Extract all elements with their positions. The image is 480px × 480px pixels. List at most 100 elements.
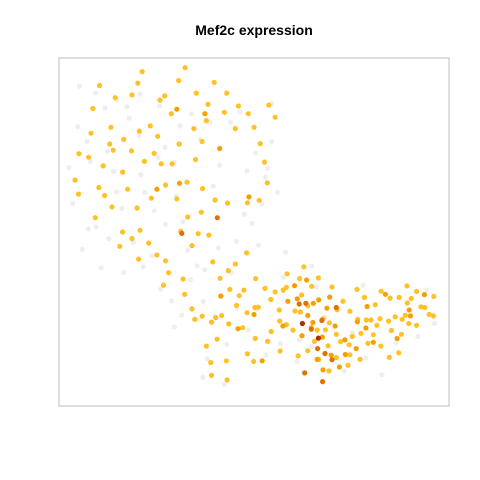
data-point (166, 270, 172, 276)
data-point (117, 243, 123, 249)
data-point (193, 90, 199, 96)
data-point (154, 186, 160, 192)
data-point (264, 180, 270, 186)
data-point (76, 151, 82, 157)
data-point (224, 377, 230, 383)
data-point (75, 124, 81, 130)
data-point (200, 374, 206, 381)
data-point (191, 126, 197, 132)
data-point (257, 141, 263, 147)
data-point (169, 298, 175, 304)
data-point (378, 288, 384, 294)
data-point (363, 355, 369, 361)
data-point (327, 294, 333, 300)
data-point (341, 368, 347, 374)
data-point (297, 276, 303, 282)
series-high (179, 215, 339, 385)
data-point (256, 197, 262, 203)
data-point (396, 350, 402, 356)
data-point (97, 82, 103, 89)
data-point (280, 287, 286, 293)
data-point (251, 358, 257, 365)
data-point (217, 162, 223, 168)
data-point (184, 179, 190, 185)
data-point (92, 215, 98, 221)
data-point (276, 307, 282, 313)
data-point (342, 337, 348, 343)
data-point (244, 168, 250, 174)
data-point (262, 174, 268, 180)
data-point (320, 379, 326, 385)
data-point (198, 209, 204, 215)
data-point (237, 109, 243, 115)
data-point (396, 294, 402, 300)
data-point (370, 332, 376, 338)
data-point (244, 310, 250, 316)
data-point (185, 214, 191, 220)
data-point (290, 327, 296, 333)
data-point (338, 339, 344, 345)
data-point (154, 252, 160, 258)
data-point (151, 150, 157, 156)
data-point (189, 111, 195, 117)
data-point (214, 336, 220, 342)
data-point (294, 358, 300, 365)
data-point (304, 277, 310, 283)
data-point (399, 316, 405, 322)
data-point (299, 292, 305, 298)
data-point (70, 200, 76, 207)
data-point (333, 304, 339, 311)
data-point (241, 211, 247, 217)
data-point (162, 144, 168, 150)
data-point (187, 277, 193, 283)
data-point (125, 186, 131, 192)
data-point (204, 356, 210, 362)
data-point (157, 97, 163, 103)
data-point (368, 317, 374, 323)
data-point (192, 316, 198, 322)
data-point (224, 90, 230, 96)
data-point (66, 165, 72, 171)
data-point (108, 124, 114, 130)
data-point (84, 138, 90, 145)
data-point (320, 367, 326, 373)
data-point (182, 65, 188, 71)
data-point (432, 320, 438, 327)
data-point (283, 249, 289, 255)
data-point (221, 381, 227, 387)
data-points (66, 65, 438, 387)
series-mid (154, 106, 427, 373)
data-point (76, 83, 82, 89)
data-point (357, 356, 363, 362)
data-point (185, 247, 191, 253)
data-point (305, 348, 311, 354)
data-point (277, 341, 284, 347)
data-point (364, 303, 370, 310)
data-point (274, 189, 280, 195)
data-point (294, 296, 300, 302)
data-point (346, 342, 352, 348)
data-point (319, 317, 325, 323)
data-point (217, 145, 223, 152)
data-point (266, 102, 272, 108)
data-point (315, 275, 321, 281)
data-point (137, 227, 143, 233)
data-point (309, 263, 315, 269)
data-point (363, 317, 369, 323)
data-point (332, 323, 338, 329)
data-point (177, 123, 183, 129)
data-point (174, 106, 180, 112)
data-point (87, 158, 93, 164)
data-point (158, 161, 164, 167)
data-point (72, 177, 78, 183)
data-point (422, 304, 428, 311)
data-point (236, 293, 242, 299)
data-point (345, 362, 351, 368)
data-point (386, 354, 392, 360)
data-point (225, 268, 231, 274)
data-point (310, 319, 316, 326)
data-point (224, 341, 230, 347)
data-point (244, 351, 250, 357)
data-point (354, 319, 360, 325)
data-point (140, 264, 146, 270)
